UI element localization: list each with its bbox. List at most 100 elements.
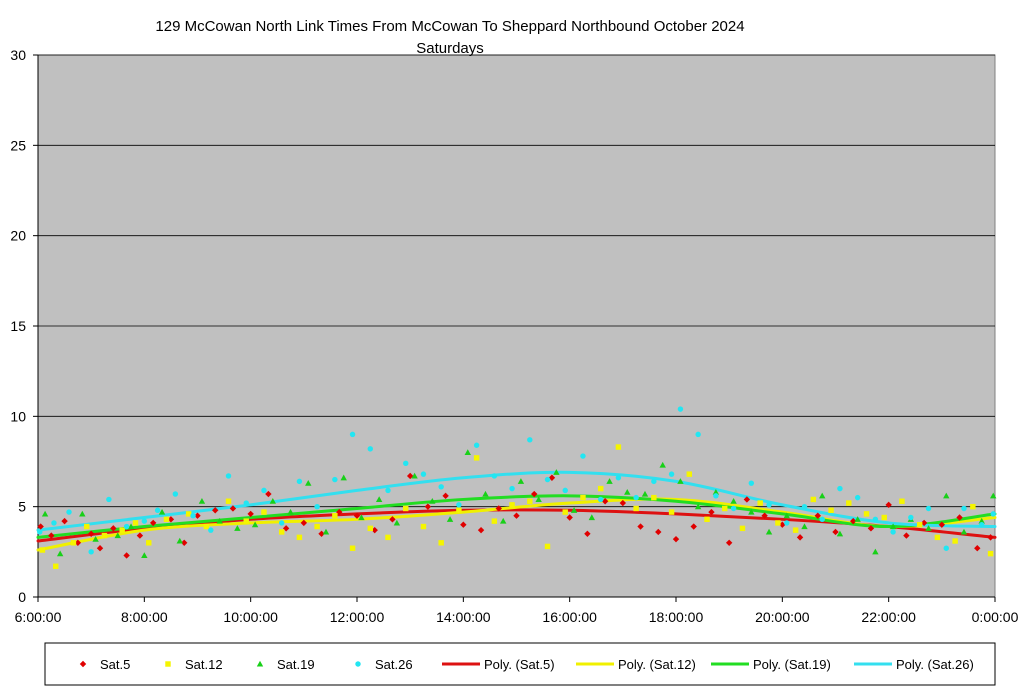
data-point-sat-19 (322, 528, 330, 535)
data-point-sat-5 (74, 539, 82, 546)
data-point-sat-12 (314, 523, 320, 530)
data-point-sat-19 (127, 523, 135, 530)
data-point-sat-12 (615, 444, 622, 450)
data-point-sat-5 (920, 519, 928, 527)
data-point-sat-5 (832, 528, 839, 536)
data-point-sat-19 (836, 530, 844, 537)
data-point-sat-12 (84, 523, 90, 530)
data-point-sat-5 (495, 505, 502, 512)
data-point-sat-12 (185, 511, 192, 517)
data-point-sat-12 (952, 538, 958, 544)
data-point-sat-5 (136, 532, 144, 539)
data-point-sat-12 (899, 498, 905, 504)
x-tick-label: 0:00:00 (972, 609, 1019, 625)
data-point-sat-19 (765, 528, 773, 535)
y-tick-label: 0 (18, 589, 26, 605)
legend-label-sat-26: Sat.26 (375, 657, 413, 672)
data-point-sat-19 (517, 478, 525, 484)
data-point-sat-19 (234, 525, 241, 531)
data-point-sat-5 (110, 525, 117, 532)
data-point-sat-12 (261, 509, 267, 515)
data-point-sat-26 (261, 487, 267, 494)
data-point-sat-12 (686, 471, 693, 477)
data-point-sat-12 (163, 516, 170, 523)
data-point-sat-19 (677, 478, 684, 484)
data-point-sat-12 (296, 534, 303, 541)
data-point-sat-5 (690, 523, 697, 530)
data-point-sat-12 (863, 511, 870, 517)
data-point-sat-19 (358, 514, 365, 521)
data-point-sat-26 (51, 520, 57, 526)
data-point-sat-12 (704, 516, 710, 523)
data-point-sat-5 (265, 490, 272, 498)
data-point-sat-5 (37, 523, 44, 530)
data-point-sat-5 (477, 526, 485, 534)
data-point-sat-5 (96, 545, 104, 552)
data-point-sat-12 (828, 507, 834, 513)
data-point-sat-5 (637, 523, 644, 530)
data-point-sat-19 (429, 498, 436, 504)
data-point-sat-26 (695, 431, 701, 438)
data-point-sat-19 (889, 523, 897, 530)
data-point-sat-12 (39, 547, 46, 553)
legend-label-poly-sat-26: Poly. (Sat.26) (896, 657, 974, 672)
data-point-sat-12 (349, 545, 356, 551)
data-point-sat-12 (597, 485, 604, 492)
data-point-sat-26 (677, 406, 684, 412)
data-point-sat-5 (300, 519, 308, 527)
data-point-sat-5 (247, 510, 254, 518)
data-point-sat-19 (158, 508, 166, 515)
data-point-sat-19 (446, 516, 454, 522)
data-point-sat-12 (367, 525, 374, 532)
data-point-sat-5 (956, 514, 963, 521)
data-point-sat-12 (420, 523, 427, 530)
data-point-sat-12 (757, 500, 763, 506)
data-point-sat-5 (229, 505, 237, 512)
legend-swatch-sat-26 (355, 661, 361, 667)
data-point-sat-26 (801, 503, 808, 510)
data-point-sat-19 (641, 490, 649, 497)
data-point-sat-26 (837, 485, 843, 492)
legend-label-poly-sat-12: Poly. (Sat.12) (618, 657, 696, 672)
data-point-sat-19 (482, 490, 489, 497)
data-point-sat-19 (624, 489, 631, 495)
data-point-sat-26 (349, 431, 356, 438)
x-tick-label: 6:00:00 (15, 609, 62, 625)
data-point-sat-26 (367, 446, 374, 452)
data-point-sat-5 (513, 512, 520, 519)
data-point-sat-19 (872, 548, 879, 555)
data-point-sat-19 (801, 523, 808, 530)
y-tick-label: 15 (10, 318, 26, 334)
data-point-sat-12 (491, 518, 498, 524)
data-point-sat-5 (867, 525, 875, 532)
data-point-sat-26 (278, 520, 285, 526)
data-point-sat-19 (570, 507, 578, 513)
data-point-sat-26 (243, 500, 249, 506)
data-point-sat-26 (491, 473, 498, 479)
data-point-sat-12 (580, 494, 586, 501)
data-point-sat-5 (725, 539, 733, 546)
data-point-sat-19 (464, 449, 471, 456)
data-point-sat-26 (890, 529, 896, 535)
data-point-sat-12 (456, 507, 462, 513)
data-point-sat-12 (203, 523, 210, 530)
data-point-sat-5 (123, 552, 130, 559)
data-point-sat-26 (562, 487, 568, 494)
data-point-sat-12 (544, 543, 551, 550)
y-tick-label: 10 (10, 408, 26, 424)
data-point-sat-5 (850, 517, 857, 525)
data-point-sat-26 (990, 511, 996, 517)
data-point-sat-19 (393, 519, 401, 526)
data-point-sat-5 (442, 492, 449, 500)
data-point-sat-19 (943, 492, 950, 499)
data-point-sat-5 (149, 519, 157, 527)
data-point-sat-5 (761, 512, 768, 519)
data-point-sat-5 (61, 517, 68, 525)
data-point-sat-19 (730, 498, 737, 504)
data-point-sat-5 (371, 526, 378, 534)
data-point-sat-19 (960, 528, 968, 535)
trendline-poly-sat-26 (36, 470, 997, 532)
data-point-sat-12 (739, 525, 746, 532)
data-point-sat-19 (287, 508, 294, 515)
data-point-sat-12 (916, 522, 923, 528)
